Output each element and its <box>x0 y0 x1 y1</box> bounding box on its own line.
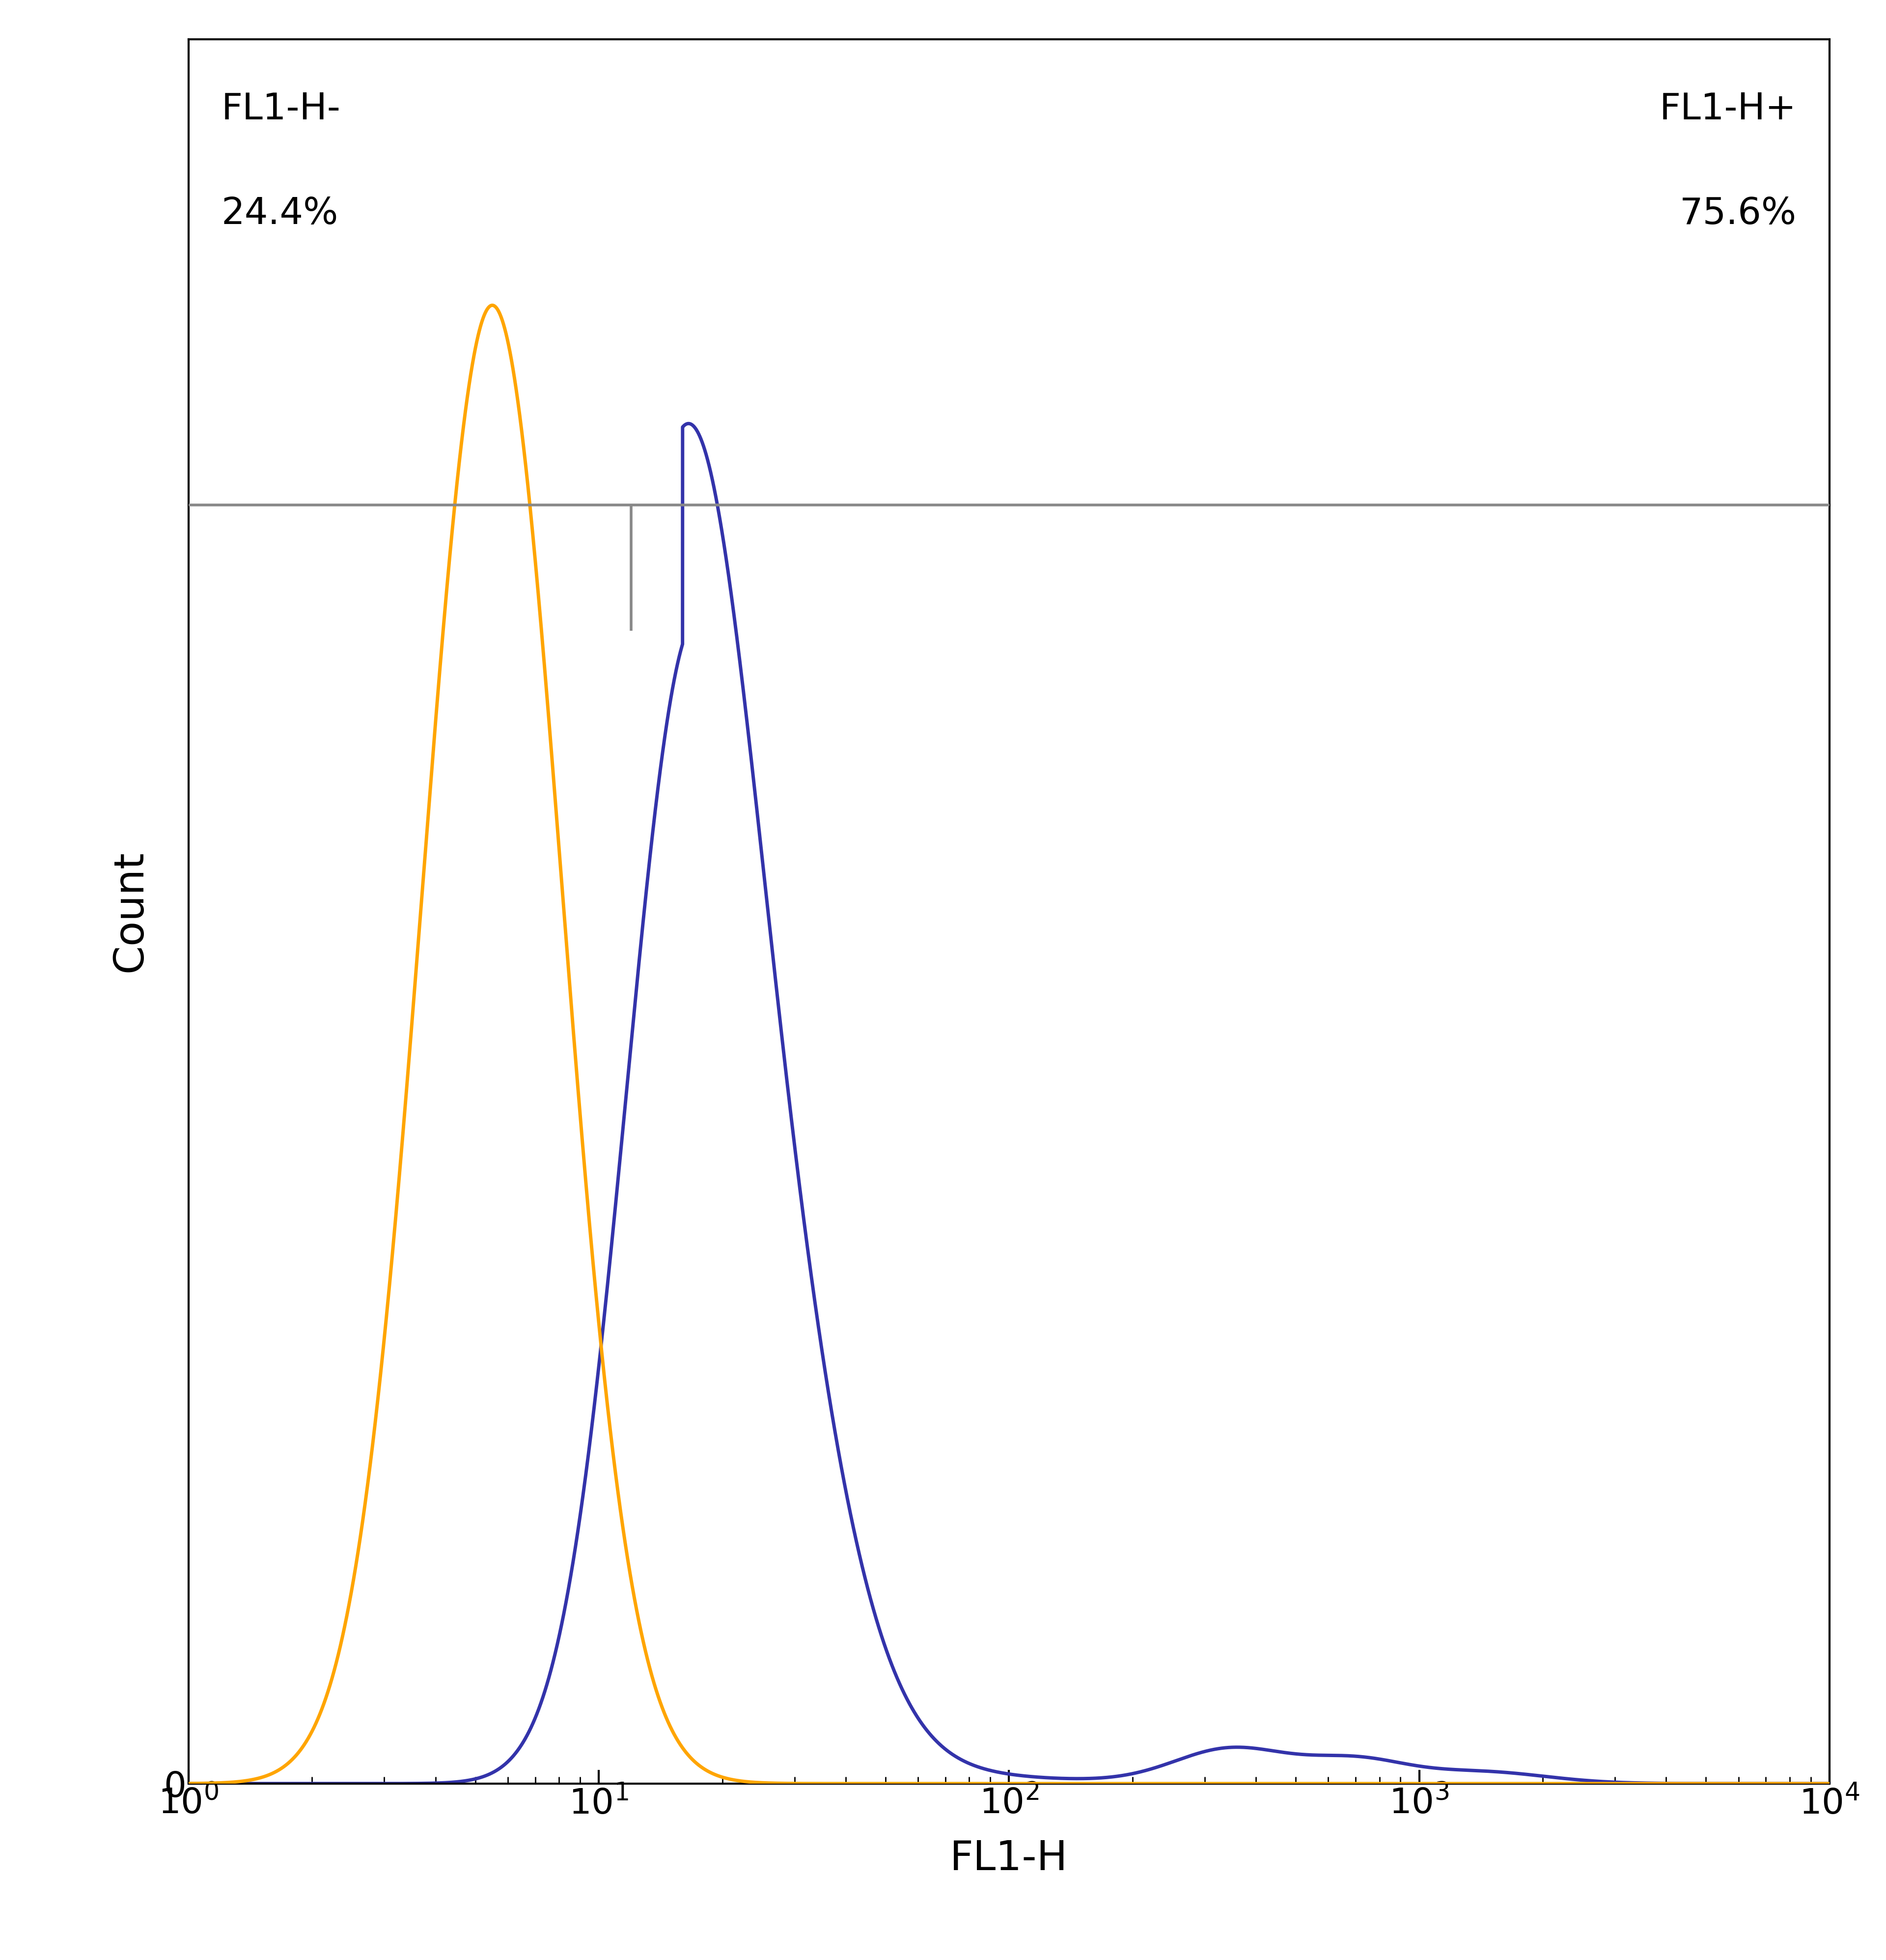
X-axis label: FL1-H: FL1-H <box>951 1838 1067 1878</box>
Text: 24.4%: 24.4% <box>221 196 338 231</box>
Text: FL1-H-: FL1-H- <box>221 92 341 127</box>
Y-axis label: Count: Count <box>109 851 151 972</box>
Text: FL1-H+: FL1-H+ <box>1660 92 1797 127</box>
Text: 75.6%: 75.6% <box>1680 196 1797 231</box>
